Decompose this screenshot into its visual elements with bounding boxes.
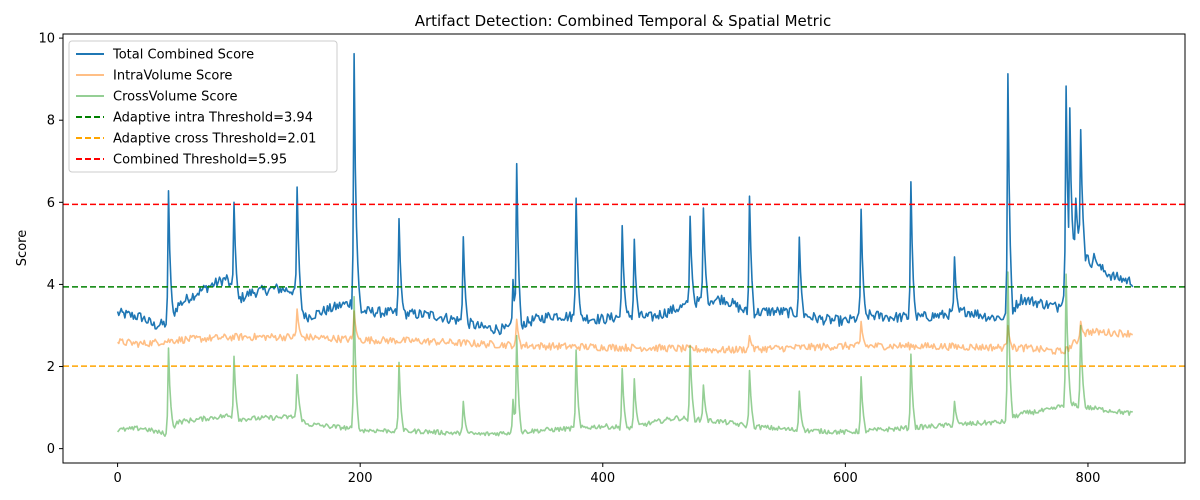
x-tick-label: 600: [833, 471, 858, 486]
y-tick-label: 8: [47, 114, 55, 129]
y-axis: 0 2 4 6 8 10: [38, 32, 63, 457]
legend-entry: CrossVolume Score: [76, 90, 238, 105]
y-tick-label: 0: [47, 442, 55, 457]
y-tick-label: 2: [47, 360, 55, 375]
y-tick-label: 4: [47, 278, 55, 293]
legend-entry: IntraVolume Score: [76, 69, 232, 84]
series-layer: [116, 52, 1134, 438]
series-line-3: [117, 271, 1133, 438]
y-tick-label: 10: [38, 32, 55, 47]
series-line-2: [117, 308, 1133, 355]
legend-label: Total Combined Score: [112, 48, 254, 63]
legend-label: Combined Threshold=5.95: [113, 153, 287, 168]
legend-entry: Total Combined Score: [76, 48, 254, 63]
y-axis-label: Score: [15, 230, 30, 266]
series-line-1: [116, 52, 1134, 336]
x-axis: 0 200 400 600 800: [113, 463, 1100, 486]
chart-title: Artifact Detection: Combined Temporal & …: [415, 12, 831, 30]
legend-label: CrossVolume Score: [113, 90, 238, 105]
legend-label: Adaptive intra Threshold=3.94: [113, 111, 313, 126]
plot-frame: [62, 33, 1186, 464]
x-tick-label: 0: [113, 471, 121, 486]
legend-entry: Adaptive cross Threshold=2.01: [76, 132, 316, 147]
y-tick-label: 6: [47, 196, 55, 211]
x-tick-label: 800: [1076, 471, 1101, 486]
legend-frame: [68, 40, 338, 173]
legend: Total Combined Score IntraVolume Score Cro…: [68, 40, 338, 173]
legend-entry: Adaptive intra Threshold=3.94: [76, 111, 313, 126]
x-tick-label: 400: [590, 471, 615, 486]
x-tick-label: 200: [348, 471, 373, 486]
plot-area: [62, 33, 1186, 464]
legend-label: IntraVolume Score: [113, 69, 232, 84]
legend-label: Adaptive cross Threshold=2.01: [113, 132, 316, 147]
legend-entry: Combined Threshold=5.95: [76, 153, 287, 168]
threshold-layer: [63, 203, 1185, 367]
